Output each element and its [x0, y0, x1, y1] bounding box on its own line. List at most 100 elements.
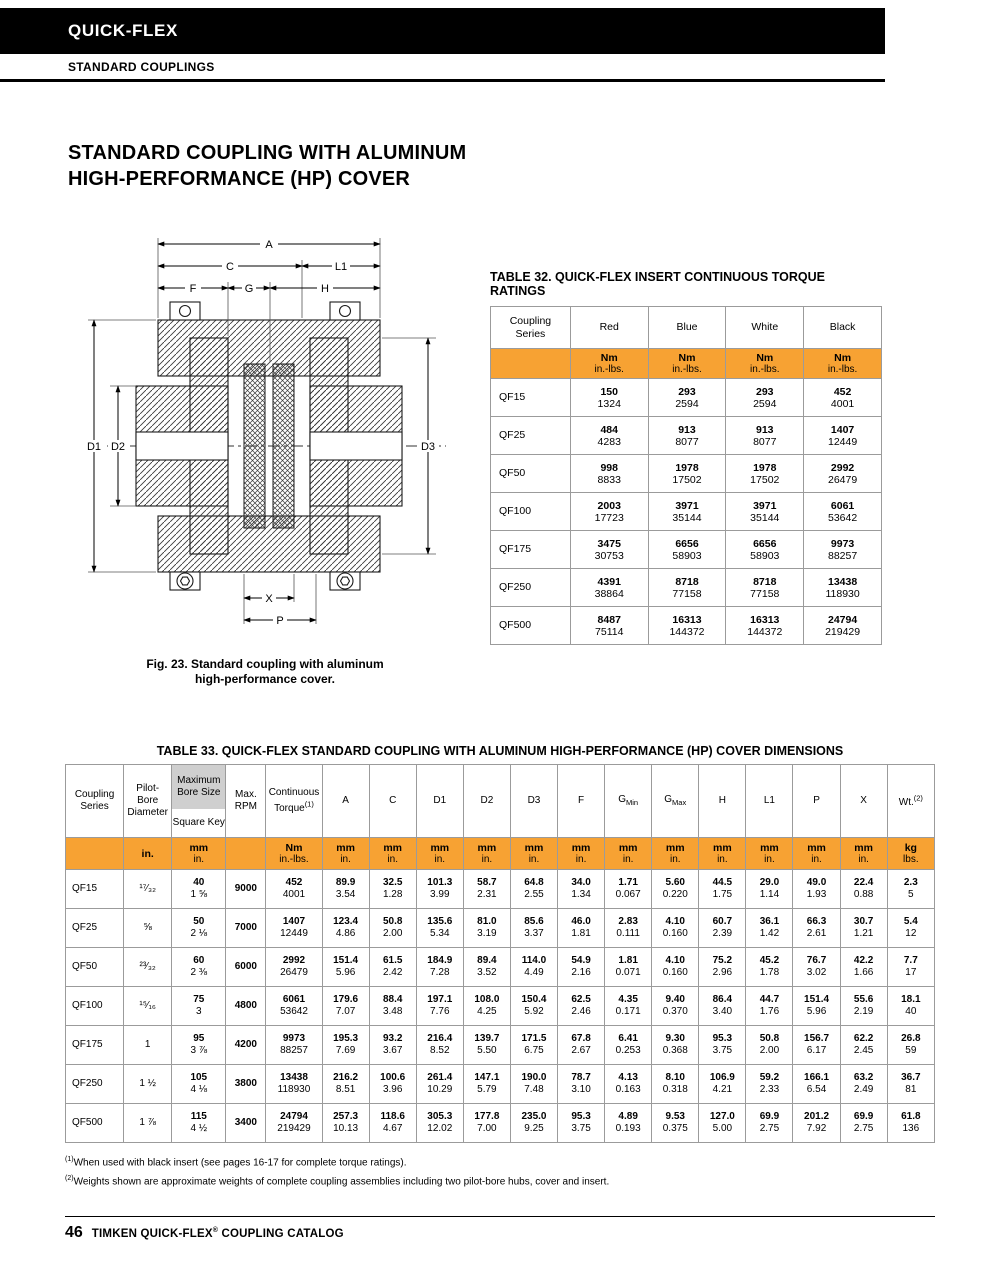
footer-text-pre: TIMKEN QUICK-FLEX [91, 1228, 213, 1240]
unit-cell: Nm in.-lbs. [647, 348, 727, 379]
torque-inlbs-value: 53642 [827, 511, 858, 524]
torque-inlbs-value: 4001 [830, 397, 855, 410]
torque-nm-value: 24794 [827, 613, 858, 626]
torque-inlbs-value: 144372 [747, 625, 783, 638]
unit-secondary: in. [622, 853, 634, 865]
inch-value: 1.78 [759, 967, 780, 978]
footnote-2-text: Weights shown are approximate weights of… [73, 1176, 610, 1188]
inch-value: 4 ⅛ [190, 1084, 208, 1095]
dim-label-g: G [245, 283, 254, 295]
inch-value: 17 [905, 967, 917, 978]
dimension-cell: 50.8 2.00 [368, 908, 417, 948]
inch-value: 2.67 [571, 1045, 591, 1056]
header-label: Pilot-Bore Diameter [127, 783, 168, 818]
inch-value: 26479 [280, 967, 308, 978]
dimension-cell: 4.89 0.193 [604, 1103, 653, 1143]
inch-value: 2 ⅜ [190, 967, 208, 978]
torque-value-cell: 3971 35144 [647, 492, 727, 531]
torque-value-cell: 16313 144372 [647, 606, 727, 645]
inch-value: 2.33 [759, 1084, 780, 1095]
dimension-cell: 85.6 3.37 [509, 908, 559, 948]
metric-value: 89.4 [477, 955, 497, 966]
metric-value: 305.3 [427, 1111, 453, 1122]
dimension-row-qf100: QF100 ¹⁵⁄₁₆ 75 3 4800 6061 53642 179.6 7.07 88.4 3… [64, 986, 936, 1026]
t33-header-cell: D2 [462, 764, 511, 838]
torque-nm-value: 998 [600, 461, 618, 474]
dimension-cell: 49.0 1.93 [792, 869, 841, 909]
metric-value: 62.2 [853, 1033, 874, 1044]
dimension-row-qf250: QF250 1 ½ 105 4 ⅛ 3800 13438 118930 216.2 8.51 10… [64, 1064, 936, 1104]
dimension-cell: 106.9 4.21 [698, 1064, 747, 1104]
torque-value-cell: 8718 77158 [647, 568, 727, 607]
inch-value: 0.111 [616, 928, 640, 939]
torque-nm-value: 9973 [830, 537, 855, 550]
inch-value: 5.92 [524, 1006, 544, 1017]
dimension-cell: 261.4 10.29 [415, 1064, 464, 1104]
metric-value: 34.0 [571, 877, 591, 888]
inch-value: 6.17 [806, 1045, 827, 1056]
metric-value: 151.4 [804, 994, 830, 1005]
dimension-cell: 60 2 ⅜ [171, 947, 227, 987]
metric-value: 59.2 [759, 1072, 780, 1083]
t33-header-cell: Max. RPM [225, 764, 267, 838]
dimension-cell: 197.1 7.76 [415, 986, 464, 1026]
dim-label-c: C [226, 261, 234, 273]
page-title-line1: STANDARD COUPLING WITH ALUMINUM [68, 142, 467, 164]
dimension-cell: 89.4 3.52 [462, 947, 511, 987]
torque-inlbs-value: 30753 [594, 549, 624, 562]
metric-value: 1407 [282, 916, 306, 927]
dimension-cell: 75.2 2.96 [698, 947, 747, 987]
footnote-1: (1)When used with black insert (see page… [65, 1152, 609, 1171]
figure-caption-line2: high-performance cover. [194, 672, 336, 686]
dimension-cell: 67.8 2.67 [557, 1025, 606, 1065]
dimensions-section: Coupling Series Pilot-Bore Diameter Maximu… [64, 764, 936, 1143]
metric-value: 147.1 [474, 1072, 500, 1083]
figure-23: A C L1 F G H D1 D2 D3 [75, 228, 455, 687]
unit-inlbs: in.-lbs. [672, 363, 702, 375]
inch-value: 3.67 [382, 1045, 403, 1056]
dimension-cell: 60.7 2.39 [698, 908, 747, 948]
page-title-line2: HIGH-PERFORMANCE (HP) COVER [68, 168, 411, 190]
metric-value: 55.6 [853, 994, 874, 1005]
pilot-bore-value: ²³⁄₃₂ [123, 947, 173, 987]
metric-value: 195.3 [333, 1033, 359, 1044]
unit-cell: mm in. [792, 837, 841, 870]
dimension-cell: 105 4 ⅛ [171, 1064, 227, 1104]
unit-primary: kg [904, 841, 917, 854]
dimension-cell: 127.0 5.00 [698, 1103, 747, 1143]
dimension-cell: 26.8 59 [886, 1025, 936, 1065]
unit-secondary: in. [764, 853, 775, 865]
dimension-cell: 179.6 7.07 [321, 986, 370, 1026]
unit-nm: Nm [678, 351, 696, 364]
dimension-row-qf500: QF500 1 ⅞ 115 4 ½ 3400 24794 219429 257.3 10.13 1… [64, 1103, 936, 1143]
metric-value: 49.0 [806, 877, 827, 888]
t33-header-cell: A [321, 764, 370, 838]
metric-value: 30.7 [853, 916, 874, 927]
inch-value: 3.10 [571, 1084, 591, 1095]
metric-value: 1.81 [618, 955, 638, 966]
dim-label-l1: L1 [335, 261, 347, 273]
inch-value: 2.75 [853, 1123, 874, 1134]
inch-value: 5.79 [477, 1084, 497, 1095]
dimension-cell: 114.0 4.49 [509, 947, 559, 987]
dimension-cell: 46.0 1.81 [557, 908, 606, 948]
torque-value-cell: 998 8833 [569, 454, 649, 493]
dimension-cell: 30.7 1.21 [839, 908, 888, 948]
dimension-cell: 135.6 5.34 [415, 908, 464, 948]
unit-inlbs: in.-lbs. [594, 363, 624, 375]
torque-inlbs-value: 118930 [825, 587, 860, 600]
header-rule [0, 79, 885, 82]
torque-nm-value: 293 [756, 385, 774, 398]
inch-value: 7.00 [477, 1123, 497, 1134]
dimension-cell: 4.10 0.160 [651, 908, 700, 948]
metric-value: 95.3 [571, 1111, 591, 1122]
inch-value: 1.14 [759, 889, 780, 900]
coupling-series-label: QF100 [64, 986, 125, 1026]
torque-inlbs-value: 2594 [675, 397, 699, 410]
unit-secondary: in. [811, 853, 822, 865]
unit-secondary: in. [528, 853, 540, 865]
unit-nm: Nm [600, 351, 618, 364]
dimension-cell: 63.2 2.49 [839, 1064, 888, 1104]
inch-value: 2.00 [382, 928, 403, 939]
metric-value: 139.7 [474, 1033, 500, 1044]
